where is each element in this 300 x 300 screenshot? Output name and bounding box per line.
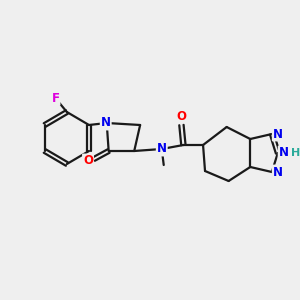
Text: N: N xyxy=(279,146,289,160)
Text: N: N xyxy=(273,166,283,178)
Text: N: N xyxy=(101,116,111,130)
Text: N: N xyxy=(157,142,167,155)
Text: H: H xyxy=(291,148,300,158)
Text: O: O xyxy=(83,154,93,167)
Text: O: O xyxy=(176,110,186,122)
Text: N: N xyxy=(273,128,283,140)
Text: F: F xyxy=(52,92,59,105)
